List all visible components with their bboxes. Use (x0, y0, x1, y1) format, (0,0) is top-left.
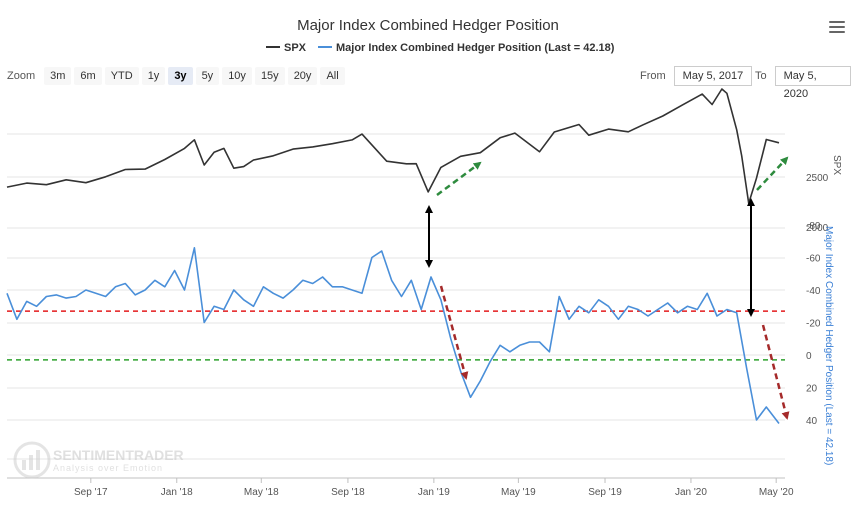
range-from-label: From (640, 70, 666, 82)
spx-axis-title: SPX (831, 155, 842, 175)
x-tick-label: Jan '20 (675, 487, 707, 498)
watermark: SENTIMENTRADER Analysis over Emotion (13, 441, 184, 479)
axes: Sep '17 Jan '18 May '18 Sep '18 Jan '19 May '… (74, 155, 842, 498)
watermark-tagline: Analysis over Emotion (53, 463, 163, 473)
legend-spx-label[interactable]: SPX (284, 42, 307, 54)
zoom-button-20y[interactable]: 20y (287, 67, 318, 85)
zoom-button-1y[interactable]: 1y (141, 67, 166, 85)
chart-title: Major Index Combined Hedger Position (297, 17, 559, 34)
spx-axis-tick-label: 2000 (806, 223, 829, 234)
hedger-axis-tick-label: 0 (806, 351, 812, 362)
zoom-button-15y[interactable]: 15y (254, 67, 285, 85)
hedger-axis-tick-label: -20 (806, 319, 821, 330)
range-to-input[interactable]: May 5, 2020 (774, 66, 851, 100)
hedger-axis-tick-label: -60 (806, 254, 821, 265)
zoom-button-3m[interactable]: 3m (44, 67, 72, 85)
range-to: To May 5, 2020 (755, 66, 851, 100)
zoom-button-6m[interactable]: 6m (74, 67, 102, 85)
hedger-axis-title: Major Index Combined Hedger Position (La… (823, 226, 834, 465)
green-arrow-2019 (436, 161, 482, 197)
spx-axis-tick-label: 2500 (806, 173, 829, 184)
range-from-input[interactable]: May 5, 2017 (673, 66, 753, 86)
x-tick-label: May '18 (244, 487, 279, 498)
x-tick-label: May '20 (759, 487, 794, 498)
hedger-axis-tick-label: 40 (806, 416, 818, 427)
legend-hedger-label[interactable]: Major Index Combined Hedger Position (La… (336, 42, 615, 54)
zoom-bar: Zoom 3m 6m YTD 1y 3y 5y 10y 15y 20y All (7, 67, 348, 85)
x-tick-label: Sep '17 (74, 487, 108, 498)
x-tick-label: Sep '19 (588, 487, 622, 498)
zoom-button-all[interactable]: All (320, 67, 345, 85)
zoom-button-ytd[interactable]: YTD (104, 67, 139, 85)
zoom-button-5y[interactable]: 5y (195, 67, 220, 85)
hedger-series-line (6, 247, 780, 424)
zoom-label: Zoom (7, 70, 36, 82)
x-tick-label: Jan '18 (161, 487, 193, 498)
hedger-axis-tick-label: -40 (806, 286, 821, 297)
green-arrow-2020 (756, 156, 789, 191)
zoom-button-10y[interactable]: 10y (222, 67, 252, 85)
watermark-logo (13, 441, 51, 479)
red-arrow-2020 (761, 324, 790, 420)
hedger-axis-tick-label: -80 (806, 221, 821, 232)
hamburger-menu-icon[interactable] (829, 21, 845, 37)
annotation-arrows (425, 156, 790, 420)
legend: SPX Major Index Combined Hedger Position… (266, 42, 615, 54)
x-tick-label: Jan '19 (418, 487, 450, 498)
zoom-button-3y[interactable]: 3y (168, 67, 193, 85)
hedger-axis-tick-label: 20 (806, 384, 818, 395)
grid-lines (7, 133, 785, 479)
range-from: From May 5, 2017 (640, 66, 753, 86)
watermark-name: SENTIMENTRADER (53, 447, 184, 463)
reference-lines (7, 310, 785, 361)
series-lines (6, 88, 780, 424)
red-arrow-2019 (439, 285, 469, 380)
range-to-label: To (755, 70, 767, 82)
x-tick-label: May '19 (501, 487, 536, 498)
spx-series-line (6, 88, 780, 205)
x-tick-label: Sep '18 (331, 487, 365, 498)
